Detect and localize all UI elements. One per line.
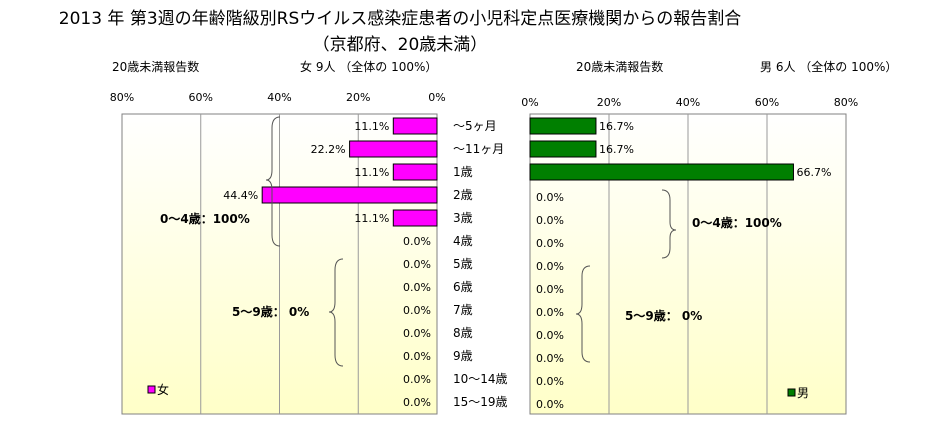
male-x-tick-label: 0%: [521, 96, 538, 109]
female-value-label: 44.4%: [223, 189, 258, 202]
female-x-tick-label: 40%: [267, 91, 291, 104]
female-x-tick-label: 80%: [110, 91, 134, 104]
age-category-label: 2歳: [453, 188, 473, 202]
female-value-label: 0.0%: [403, 281, 431, 294]
age-category-labels: 〜5ヶ月〜11ヶ月 1歳 2歳 3歳 4歳 5歳 6歳 7歳 8歳 9歳 10〜14歳 15〜19歳: [453, 119, 508, 409]
male-value-label: 0.0%: [536, 329, 564, 342]
female-annotation-5-9: 5〜9歳： 0%: [232, 304, 309, 319]
age-category-label: 3歳: [453, 211, 473, 225]
male-bar: [529, 163, 794, 181]
female-value-label: 11.1%: [354, 166, 389, 179]
female-value-label: 11.1%: [354, 120, 389, 133]
male-value-label: 0.0%: [536, 352, 564, 365]
chart-subtitle: （京都府、20歳未満）: [312, 35, 488, 55]
female-annotation-0-4: 0〜4歳：100%: [160, 211, 250, 226]
age-category-label: 8歳: [453, 326, 473, 340]
female-value-label: 0.0%: [403, 373, 431, 386]
female-value-label: 0.0%: [403, 350, 431, 363]
female-value-label: 0.0%: [403, 396, 431, 409]
female-brace-5-9: [328, 258, 344, 367]
male-value-label: 0.0%: [536, 283, 564, 296]
age-category-label: 15〜19歳: [453, 395, 508, 409]
female-value-label: 0.0%: [403, 304, 431, 317]
female-value-label: 0.0%: [403, 327, 431, 340]
age-category-label: 10〜14歳: [453, 372, 508, 386]
female-value-label: 11.1%: [354, 212, 389, 225]
female-value-label: 0.0%: [403, 235, 431, 248]
male-value-label: 0.0%: [536, 191, 564, 204]
male-legend-label: 男: [797, 386, 809, 400]
male-header-count: 男 6人 （全体の 100%）: [760, 60, 898, 74]
male-legend-swatch: [787, 388, 796, 397]
male-value-label: 66.7%: [796, 166, 831, 179]
female-plot-area: 0% 20% 40% 60% 80% 11.1% 22.2% 11.1% 44.4% 11.1% 0…: [110, 91, 446, 415]
female-x-tick-label: 0%: [428, 91, 445, 104]
male-plot-area: 0% 20% 40% 60% 80% 16.7% 16.7% 66.7% 0.0% 0.0% 0.0…: [521, 96, 858, 415]
male-brace-0-4: [661, 189, 677, 259]
male-x-tick-label: 80%: [834, 96, 858, 109]
male-value-label: 0.0%: [536, 237, 564, 250]
chart-title: 2013 年 第3週の年齢階級別RSウイルス感染症患者の小児科定点医療機関からの…: [58, 9, 742, 29]
female-bar: [392, 209, 438, 227]
female-x-tick-label: 20%: [346, 91, 370, 104]
male-value-label: 0.0%: [536, 260, 564, 273]
male-value-label: 16.7%: [599, 120, 634, 133]
male-value-label: 0.0%: [536, 398, 564, 411]
male-x-tick-label: 40%: [676, 96, 700, 109]
female-brace-0-4: [265, 116, 281, 247]
age-category-label: 〜5ヶ月: [453, 119, 497, 133]
male-annotation-5-9: 5〜9歳： 0%: [625, 308, 702, 323]
age-category-label: 〜11ヶ月: [453, 142, 504, 156]
female-bar: [349, 140, 438, 158]
age-category-label: 5歳: [453, 257, 473, 271]
age-category-label: 7歳: [453, 303, 473, 317]
male-value-label: 0.0%: [536, 214, 564, 227]
female-value-label: 22.2%: [311, 143, 346, 156]
male-bar: [529, 117, 597, 135]
female-x-tick-label: 60%: [189, 91, 213, 104]
age-category-label: 9歳: [453, 349, 473, 363]
female-bar: [392, 163, 438, 181]
male-value-label: 0.0%: [536, 375, 564, 388]
female-bar: [261, 186, 438, 204]
female-header-label: 20歳未満報告数: [112, 60, 200, 74]
male-annotation-0-4: 0〜4歳：100%: [692, 215, 782, 230]
female-legend-swatch: [147, 385, 156, 394]
male-value-label: 16.7%: [599, 143, 634, 156]
female-bar: [392, 117, 438, 135]
male-bar: [529, 140, 597, 158]
age-category-label: 1歳: [453, 165, 473, 179]
age-category-label: 4歳: [453, 234, 473, 248]
male-x-tick-label: 60%: [755, 96, 779, 109]
female-header-count: 女 9人 （全体の 100%）: [300, 60, 438, 74]
age-category-label: 6歳: [453, 280, 473, 294]
female-legend-label: 女: [157, 382, 169, 397]
male-brace-5-9: [575, 265, 591, 363]
male-value-label: 0.0%: [536, 306, 564, 319]
female-value-label: 0.0%: [403, 258, 431, 271]
male-header-label: 20歳未満報告数: [576, 60, 664, 74]
male-x-tick-label: 20%: [597, 96, 621, 109]
